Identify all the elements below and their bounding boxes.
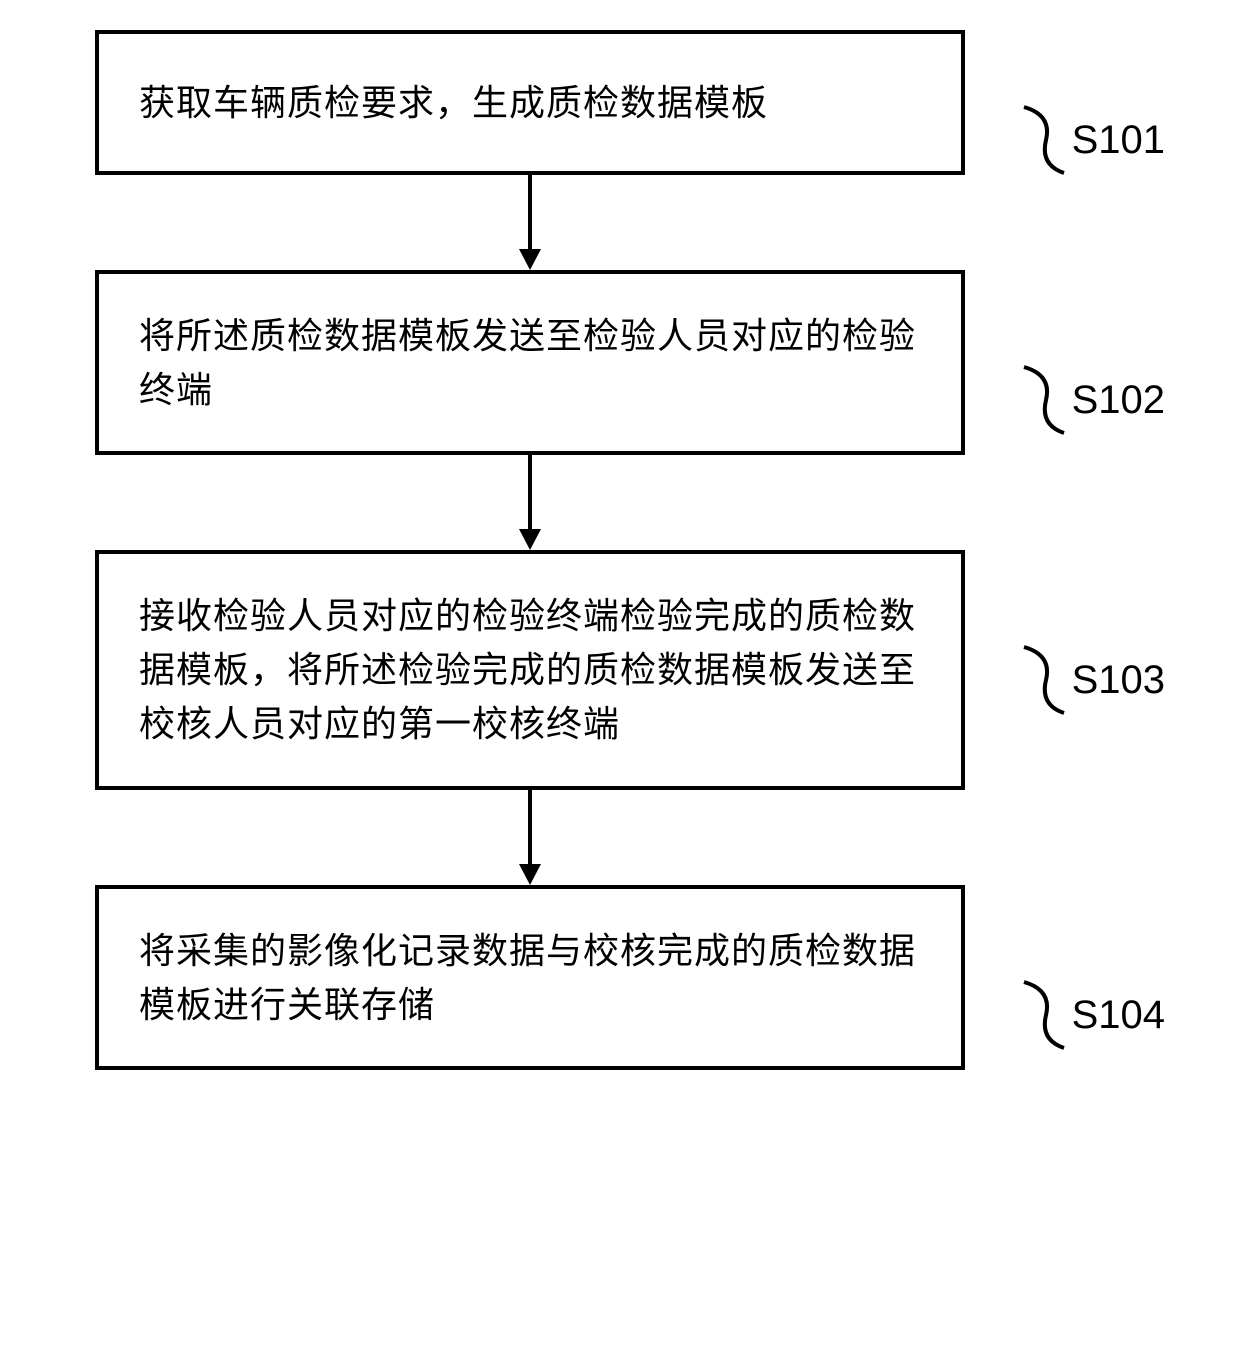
- step-text: 接收检验人员对应的检验终端检验完成的质检数据模板，将所述检验完成的质检数据模板发…: [139, 589, 921, 751]
- connector-curve-icon: [1022, 365, 1066, 435]
- step-label-group: S103: [1022, 645, 1165, 715]
- step-text: 将所述质检数据模板发送至检验人员对应的检验终端: [139, 309, 921, 417]
- step-id-label: S103: [1072, 658, 1165, 703]
- step-s104: 将采集的影像化记录数据与校核完成的质检数据模板进行关联存储 S104: [95, 885, 1155, 1070]
- arrow-wrap: [95, 790, 965, 885]
- step-box: 接收检验人员对应的检验终端检验完成的质检数据模板，将所述检验完成的质检数据模板发…: [95, 550, 965, 790]
- step-box: 将所述质检数据模板发送至检验人员对应的检验终端: [95, 270, 965, 455]
- step-s101: 获取车辆质检要求，生成质检数据模板 S101: [95, 30, 1155, 175]
- step-id-label: S102: [1072, 378, 1165, 423]
- connector-curve-icon: [1022, 105, 1066, 175]
- arrow-wrap: [95, 175, 965, 270]
- connector-curve-icon: [1022, 645, 1066, 715]
- arrow-wrap: [95, 455, 965, 550]
- arrow-down-icon: [510, 175, 550, 270]
- step-label-group: S102: [1022, 365, 1165, 435]
- step-box: 获取车辆质检要求，生成质检数据模板: [95, 30, 965, 175]
- step-text: 获取车辆质检要求，生成质检数据模板: [139, 76, 768, 130]
- step-s103: 接收检验人员对应的检验终端检验完成的质检数据模板，将所述检验完成的质检数据模板发…: [95, 550, 1155, 790]
- step-label-group: S104: [1022, 980, 1165, 1050]
- flowchart-container: 获取车辆质检要求，生成质检数据模板 S101 将所述质检数据模板发送至检验人员对…: [95, 30, 1155, 1070]
- connector-curve-icon: [1022, 980, 1066, 1050]
- step-text: 将采集的影像化记录数据与校核完成的质检数据模板进行关联存储: [139, 924, 921, 1032]
- step-s102: 将所述质检数据模板发送至检验人员对应的检验终端 S102: [95, 270, 1155, 455]
- step-id-label: S104: [1072, 993, 1165, 1038]
- arrow-down-icon: [510, 455, 550, 550]
- step-label-group: S101: [1022, 105, 1165, 175]
- step-box: 将采集的影像化记录数据与校核完成的质检数据模板进行关联存储: [95, 885, 965, 1070]
- step-id-label: S101: [1072, 118, 1165, 163]
- arrow-down-icon: [510, 790, 550, 885]
